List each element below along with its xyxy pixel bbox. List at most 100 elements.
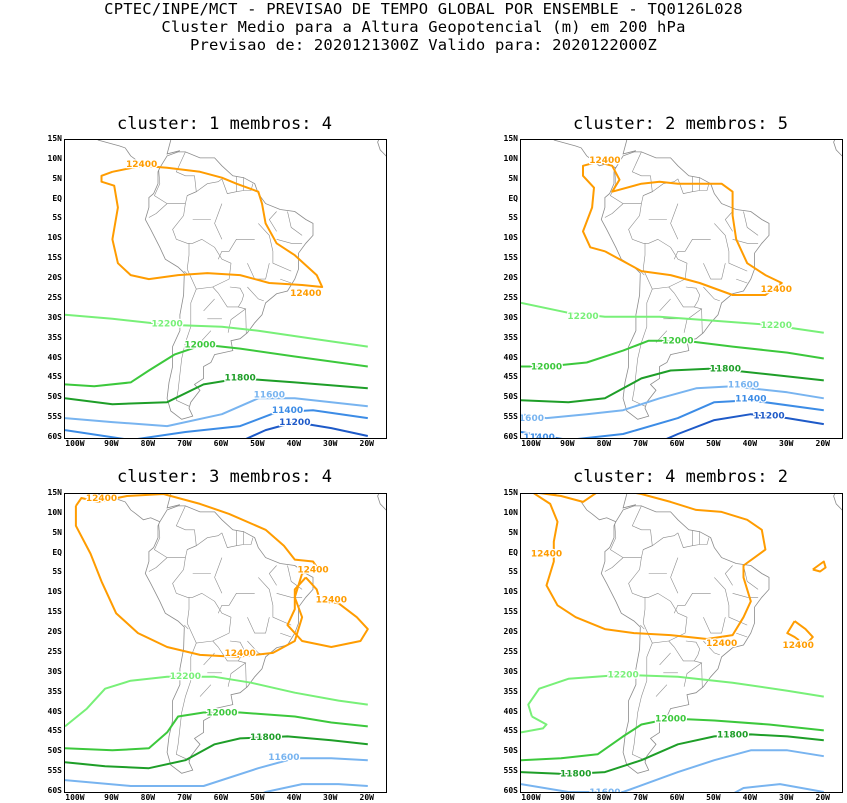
lat-tick-label: 20S xyxy=(503,627,518,637)
country-border xyxy=(631,505,653,550)
country-border xyxy=(628,532,688,644)
lat-tick-label: EQ xyxy=(508,547,518,557)
country-border xyxy=(670,557,679,594)
country-border xyxy=(642,243,646,270)
lat-tick-label: 10N xyxy=(47,507,62,517)
lat-tick-label: 25S xyxy=(503,646,518,656)
country-border xyxy=(703,617,726,634)
lat-tick-label: 20S xyxy=(47,627,62,637)
country-border xyxy=(227,660,247,687)
country-border xyxy=(154,169,186,204)
country-border xyxy=(736,278,748,284)
contour-label-12400: 12400 xyxy=(290,289,321,299)
lat-tick-label: 45S xyxy=(47,726,62,736)
header-line-1: CPTEC/INPE/MCT - PREVISAO DE TEMPO GLOBA… xyxy=(104,0,743,18)
lat-tick-label: 60S xyxy=(503,432,518,441)
coastline xyxy=(144,505,314,774)
contour-12200 xyxy=(65,675,368,728)
contour-label-12000: 12000 xyxy=(662,337,693,347)
country-border xyxy=(276,593,303,598)
country-border xyxy=(659,298,671,312)
lat-tick-label: 15S xyxy=(503,253,518,263)
lon-tick-label: 50W xyxy=(706,793,721,802)
lon-tick-label: 80W xyxy=(596,793,612,802)
map-svg: 11200 11400 11600 11800 12000 12200 12400 12400 xyxy=(65,140,386,438)
lat-tick-label: 10N xyxy=(503,153,518,163)
coastline xyxy=(97,494,160,523)
contour-12400 xyxy=(286,576,369,648)
lon-tick-label: 90W xyxy=(104,793,119,802)
country-border xyxy=(148,203,168,218)
lon-tick-label: 50W xyxy=(706,439,721,448)
lon-tick-label: 70W xyxy=(177,439,192,448)
lat-tick-label: 35S xyxy=(503,686,518,696)
lat-tick-label: 10N xyxy=(503,507,518,517)
lon-tick-label: 80W xyxy=(140,439,156,448)
country-border xyxy=(703,263,726,280)
contour-label-12400: 12400 xyxy=(531,550,562,560)
contour-11800 xyxy=(521,733,824,776)
contour-11400 xyxy=(521,399,824,438)
lat-tick-label: 55S xyxy=(503,766,518,776)
contour-12400 xyxy=(786,620,814,646)
country-border xyxy=(724,211,733,232)
country-border xyxy=(683,660,703,687)
contour-11600 xyxy=(263,783,368,792)
country-border xyxy=(276,239,303,244)
coastline xyxy=(553,140,616,169)
coastline xyxy=(622,140,636,155)
lat-tick-label: 15N xyxy=(47,488,62,497)
country-border xyxy=(247,263,270,280)
country-border xyxy=(175,151,197,196)
contour-12200 xyxy=(521,301,824,334)
contour-11600 xyxy=(65,397,368,428)
lon-tick-label: 30W xyxy=(323,793,338,802)
coastline xyxy=(833,494,842,511)
country-border xyxy=(703,640,720,656)
contour-12000 xyxy=(521,339,824,368)
contour-label-11200: 11200 xyxy=(753,411,784,421)
country-border xyxy=(221,532,254,548)
lat-tick-label: 50S xyxy=(503,746,518,756)
contour-12200 xyxy=(527,673,824,717)
lon-tick-label: 60W xyxy=(669,439,685,448)
contour-label-12400: 12400 xyxy=(706,639,737,649)
map-plot: 11200 11400 11400 11600 11600 11800 12000 12000… xyxy=(520,139,843,439)
lat-tick-label: 40S xyxy=(47,706,62,716)
lon-tick-label: 70W xyxy=(633,439,648,448)
lat-tick-label: 5S xyxy=(508,213,518,223)
lat-tick-label: 5S xyxy=(508,567,518,577)
header-line-2: Cluster Medio para a Altura Geopotencial… xyxy=(161,18,686,36)
contour-label-12200: 12200 xyxy=(170,672,201,682)
map-svg: 11200 11400 11400 11600 11600 11800 12000 12000… xyxy=(521,140,842,438)
country-border xyxy=(714,223,748,272)
contour-label-11600: 11600 xyxy=(521,414,544,424)
country-border xyxy=(701,308,703,334)
contour-11800 xyxy=(521,367,824,404)
lon-tick-label: 40W xyxy=(286,439,302,448)
country-border xyxy=(247,286,264,302)
lat-tick-label: 15S xyxy=(47,607,62,617)
contour-label-11600: 11600 xyxy=(589,788,620,792)
contour-label-12200: 12200 xyxy=(607,670,638,680)
country-border xyxy=(683,306,703,333)
lat-tick-label: 55S xyxy=(503,412,518,422)
lon-tick-label: 20W xyxy=(815,439,830,448)
coastline xyxy=(600,505,770,774)
lon-tick-label: 80W xyxy=(596,439,612,448)
lon-tick-label: 70W xyxy=(633,793,648,802)
figure-header: CPTEC/INPE/MCT - PREVISAO DE TEMPO GLOBA… xyxy=(0,0,847,54)
lat-tick-label: 50S xyxy=(503,392,518,402)
contour-11800 xyxy=(65,735,368,770)
panel-title: cluster: 3 membros: 4 xyxy=(117,467,332,487)
country-border xyxy=(673,239,711,260)
country-border xyxy=(203,298,215,312)
lat-tick-label: 10S xyxy=(503,233,518,243)
country-border xyxy=(217,593,255,614)
contour-label-12000: 12000 xyxy=(184,341,215,351)
lon-tick-label: 30W xyxy=(779,439,794,448)
contour-12000 xyxy=(521,717,824,762)
map-svg: 11600 11800 11800 12000 12200 12400 12400 12400 xyxy=(521,494,842,792)
lat-tick-label: 60S xyxy=(503,786,518,795)
country-border xyxy=(245,662,247,688)
